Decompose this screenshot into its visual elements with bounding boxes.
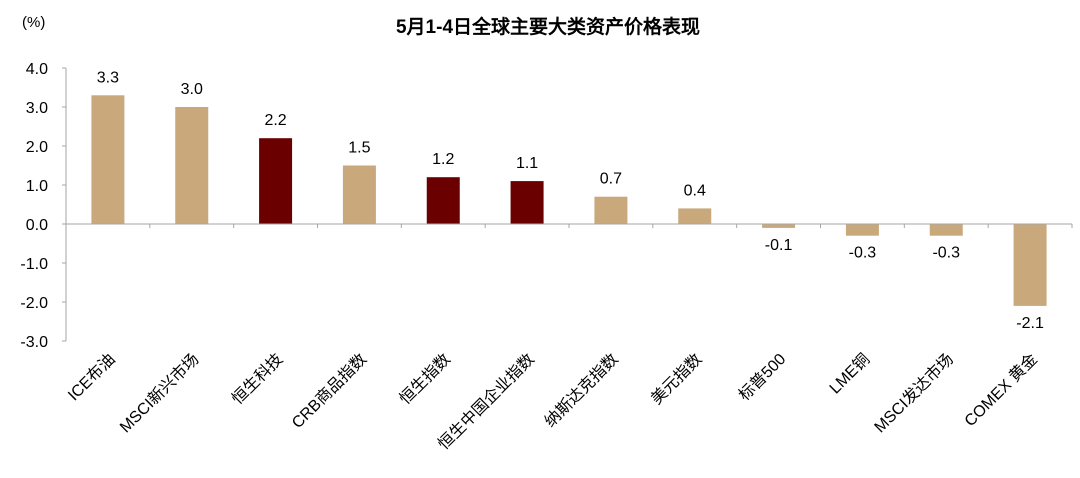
y-axis-ticks: 4.0 3.0 2.0 1.0 0.0 -1.0 -2.0 -3.0 — [20, 61, 66, 351]
bar — [929, 224, 963, 236]
data-label: 3.0 — [181, 81, 203, 98]
y-tick-label: 0.0 — [26, 217, 48, 234]
x-tick-label: CRB商品指数 — [288, 350, 370, 432]
data-label: 0.4 — [684, 182, 706, 199]
bar — [510, 181, 544, 224]
bar — [175, 107, 209, 224]
data-label: 1.5 — [348, 140, 370, 157]
y-tick-label: -2.0 — [20, 295, 48, 312]
data-label: 0.7 — [600, 171, 622, 188]
x-tick-label: COMEX 黄金 — [961, 350, 1041, 430]
x-tick-label: MSCI发达市场 — [871, 350, 957, 436]
x-tick-label: 恒生指数 — [396, 350, 454, 408]
data-label: 1.2 — [432, 151, 454, 168]
data-label: -0.3 — [849, 245, 877, 262]
y-tick-label: 4.0 — [26, 61, 48, 78]
y-tick-label: 2.0 — [26, 139, 48, 156]
chart-title: 5月1-4日全球主要大类资产价格表现 — [396, 15, 700, 38]
bar — [1013, 224, 1047, 306]
bar — [678, 208, 712, 224]
y-tick-label: -3.0 — [20, 334, 48, 351]
bar — [342, 165, 376, 224]
x-tick-label: 纳斯达克指数 — [541, 350, 622, 431]
data-label: -2.1 — [1016, 315, 1044, 332]
data-labels: 3.3 3.0 2.2 1.5 1.2 1.1 0.7 0.4 -0.1 -0.3 -0.3 -2.1 — [97, 69, 1044, 332]
x-tick-label: LME铜 — [826, 350, 873, 397]
data-label: -0.3 — [932, 245, 960, 262]
bar — [594, 196, 628, 224]
y-tick-label: 3.0 — [26, 100, 48, 117]
data-label: 2.2 — [264, 112, 286, 129]
x-tick-label: 标普500 — [735, 350, 789, 404]
bar — [259, 138, 293, 224]
bar — [91, 95, 125, 224]
data-label: 3.3 — [97, 69, 119, 86]
bar — [845, 224, 879, 236]
bar — [762, 224, 796, 228]
x-tick-label: 美元指数 — [648, 350, 706, 408]
x-tick-label: ICE布油 — [65, 350, 119, 404]
data-label: -0.1 — [765, 237, 793, 254]
x-tick-label: MSCI新兴市场 — [116, 350, 202, 436]
y-unit-label: (%) — [22, 14, 45, 31]
x-tick-label: 恒生科技 — [228, 350, 286, 408]
y-tick-label: -1.0 — [20, 256, 48, 273]
y-tick-label: 1.0 — [26, 178, 48, 195]
bar — [426, 177, 460, 224]
bar-series — [91, 95, 1047, 306]
data-label: 1.1 — [516, 155, 538, 172]
